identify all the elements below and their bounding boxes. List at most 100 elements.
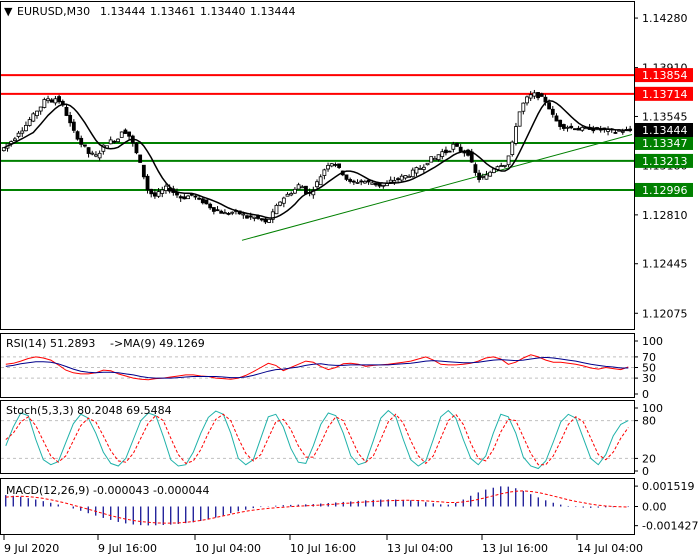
candle — [304, 185, 308, 195]
candle — [499, 165, 504, 167]
candle — [613, 132, 618, 134]
time-tick-label: 10 Jul 04:00 — [195, 542, 261, 555]
candle — [532, 92, 537, 97]
candle — [374, 182, 378, 186]
stoch-line — [5, 409, 629, 470]
candle — [270, 211, 275, 220]
current-price-tag-group: 1.13444 — [635, 122, 693, 137]
macd-pane[interactable]: 0.001519 0.00 -0.001427 MACD(12,26,9) -0.0… — [0, 478, 699, 535]
trendline-group[interactable] — [241, 134, 633, 241]
candle — [71, 121, 76, 131]
time-tick-label: 9 Jul 2020 — [4, 542, 59, 555]
candle — [274, 204, 279, 215]
stoch-pane-frame — [0, 400, 635, 474]
candle — [558, 119, 563, 127]
candle — [42, 99, 47, 108]
current-price-tag — [635, 122, 693, 137]
candle — [164, 185, 168, 191]
candle — [53, 98, 58, 104]
candle — [554, 115, 559, 122]
time-tick-label: 13 Jul 16:00 — [482, 542, 548, 555]
candle — [543, 96, 548, 103]
candle — [278, 201, 283, 206]
candle — [315, 181, 319, 188]
rsi-pane-frame — [0, 333, 635, 398]
candle — [514, 126, 518, 144]
candle — [86, 147, 91, 154]
price-pane[interactable]: 1.142801.139101.135451.131801.128101.124… — [0, 1, 694, 330]
candle — [160, 189, 165, 194]
candle — [178, 196, 183, 199]
candle — [204, 199, 209, 205]
candle — [329, 163, 334, 167]
candle — [399, 175, 404, 181]
candle — [344, 174, 349, 180]
candle — [211, 207, 216, 212]
candle — [123, 129, 128, 134]
candle — [484, 174, 489, 180]
stoch-tick-label: 100 — [642, 402, 663, 415]
macd-pane-frame — [0, 478, 635, 535]
price-tick-label: 1.12075 — [642, 307, 688, 320]
candle — [97, 152, 102, 159]
level-tag — [635, 153, 693, 168]
candle — [20, 130, 25, 134]
candle — [24, 124, 28, 132]
candle — [421, 166, 426, 170]
level-tag-label: 1.13347 — [642, 137, 688, 150]
candle — [547, 102, 552, 110]
level-tag — [635, 135, 693, 150]
candle — [355, 181, 360, 184]
candle — [219, 210, 224, 214]
chart-header: ▼ EURUSD,M30 1.13444 1.13461 1.13440 1.1… — [4, 5, 296, 18]
stoch-label: Stoch(5,3,3) 80.2048 69.5484 — [6, 404, 172, 417]
moving-average-line — [3, 100, 631, 219]
symbol-label: EURUSD,M30 — [17, 5, 90, 18]
candle — [38, 106, 43, 112]
candle — [285, 193, 290, 197]
candle — [536, 92, 540, 99]
candle — [263, 218, 268, 223]
candle — [488, 171, 493, 177]
collapse-arrow-icon[interactable]: ▼ — [4, 5, 13, 18]
candle — [407, 175, 412, 178]
candle — [517, 111, 522, 127]
candle — [444, 149, 448, 154]
candle — [152, 192, 157, 197]
candle — [561, 124, 566, 129]
candle — [134, 142, 139, 154]
macd-tick-label: -0.001427 — [642, 520, 698, 533]
moving-average-group — [3, 100, 631, 219]
candle — [388, 179, 393, 183]
rsi-line — [5, 356, 629, 379]
time-tick-label: 13 Jul 04:00 — [387, 542, 453, 555]
candle — [429, 156, 434, 163]
candle — [57, 96, 62, 103]
trendline[interactable] — [241, 134, 633, 241]
candle — [506, 155, 511, 166]
rsi-tick-label: 0 — [642, 388, 649, 401]
candle — [68, 114, 73, 124]
stoch-tick-label: 80 — [642, 415, 656, 428]
candle — [425, 162, 430, 166]
level-tag-label: 1.13854 — [642, 69, 688, 82]
candle — [167, 187, 172, 192]
macd-signal-line — [5, 490, 629, 524]
candle — [300, 186, 305, 189]
open-value: 1.13444 — [100, 5, 146, 18]
rsi-tick-label: 70 — [642, 351, 656, 364]
candle — [569, 125, 574, 129]
candle — [296, 184, 301, 190]
candle — [620, 130, 625, 133]
candle — [27, 119, 32, 126]
candle — [186, 195, 190, 200]
candle — [75, 131, 80, 140]
candle — [127, 131, 132, 137]
macd-label: MACD(12,26,9) -0.000043 -0.000044 — [6, 484, 209, 497]
candle — [348, 179, 353, 182]
candle — [215, 209, 220, 212]
